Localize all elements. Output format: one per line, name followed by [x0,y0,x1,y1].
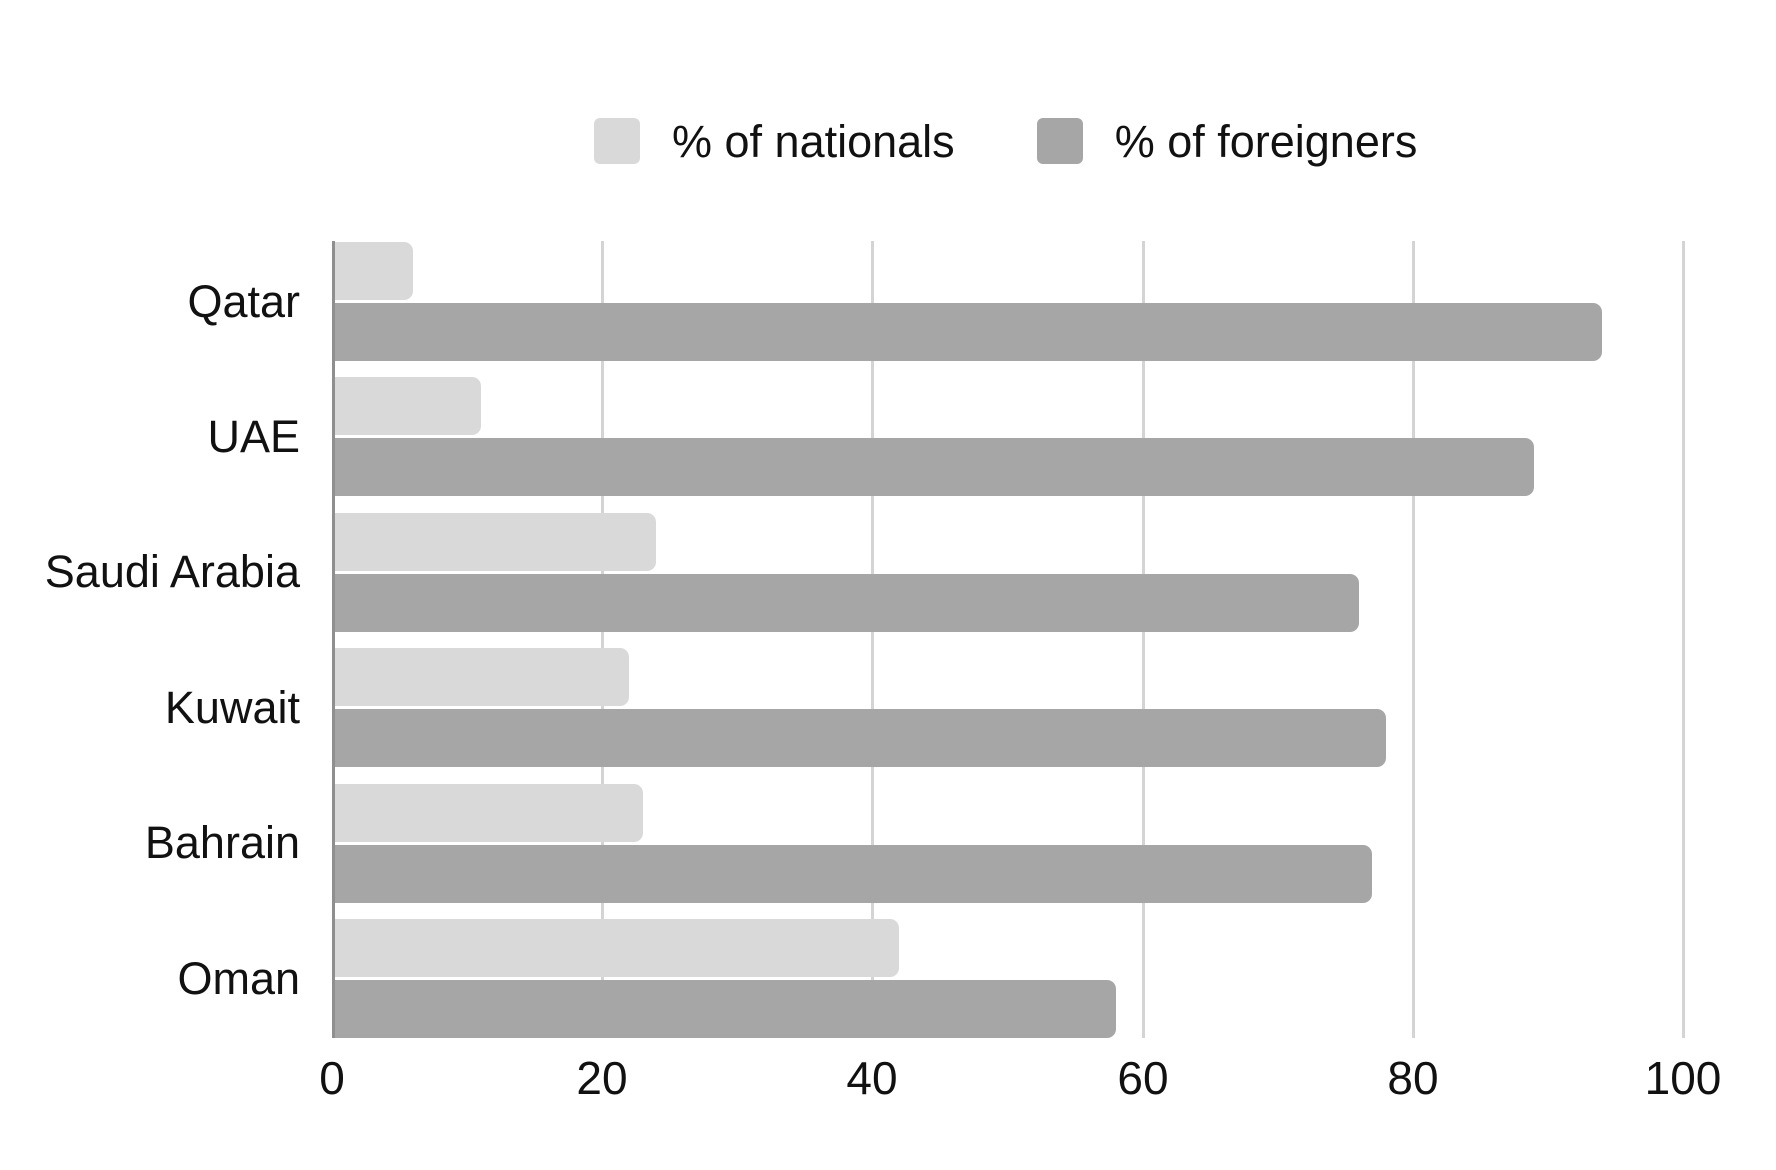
bar-foreigners-qatar [332,303,1602,361]
x-tick-label-60: 60 [1117,1052,1169,1104]
x-tick-label-20: 20 [576,1052,628,1104]
bar-nationals-bahrain [332,784,643,842]
legend: % of nationals % of foreigners [594,118,1417,164]
gridline-x-20 [601,241,605,1038]
bar-foreigners-bahrain [332,845,1372,903]
bar-foreigners-uae [332,438,1534,496]
category-label-qatar: Qatar [187,276,300,327]
category-label-kuwait: Kuwait [164,682,300,733]
category-label-oman: Oman [177,953,300,1004]
bar-nationals-oman [332,919,899,977]
legend-item-foreigners: % of foreigners [1036,115,1418,167]
category-label-bahrain: Bahrain [144,817,300,868]
bar-nationals-uae [332,377,481,435]
x-tick-label-80: 80 [1387,1052,1439,1104]
y-axis-line [332,241,335,1038]
x-tick-label-0: 0 [319,1052,345,1104]
gridline-x-100 [1682,241,1685,1038]
category-label-saudi-arabia: Saudi Arabia [44,546,300,597]
bar-foreigners-kuwait [332,709,1386,767]
bar-nationals-saudi-arabia [332,513,656,571]
category-label-uae: UAE [207,411,300,462]
foreigners-swatch-icon [1036,118,1083,164]
legend-label-nationals: % of nationals [672,115,955,167]
bar-nationals-kuwait [332,648,629,706]
bar-foreigners-saudi-arabia [332,574,1359,632]
gridline-x-40 [871,241,875,1038]
nationals-swatch-icon [594,118,640,164]
gridline-x-80 [1411,241,1415,1038]
legend-label-foreigners: % of foreigners [1114,115,1418,167]
bar-foreigners-oman [332,980,1116,1038]
x-tick-label-40: 40 [846,1052,898,1104]
bar-nationals-qatar [332,242,413,300]
legend-item-nationals: % of nationals [594,118,955,164]
x-tick-label-100: 100 [1644,1052,1722,1104]
gridline-x-60 [1141,241,1145,1038]
